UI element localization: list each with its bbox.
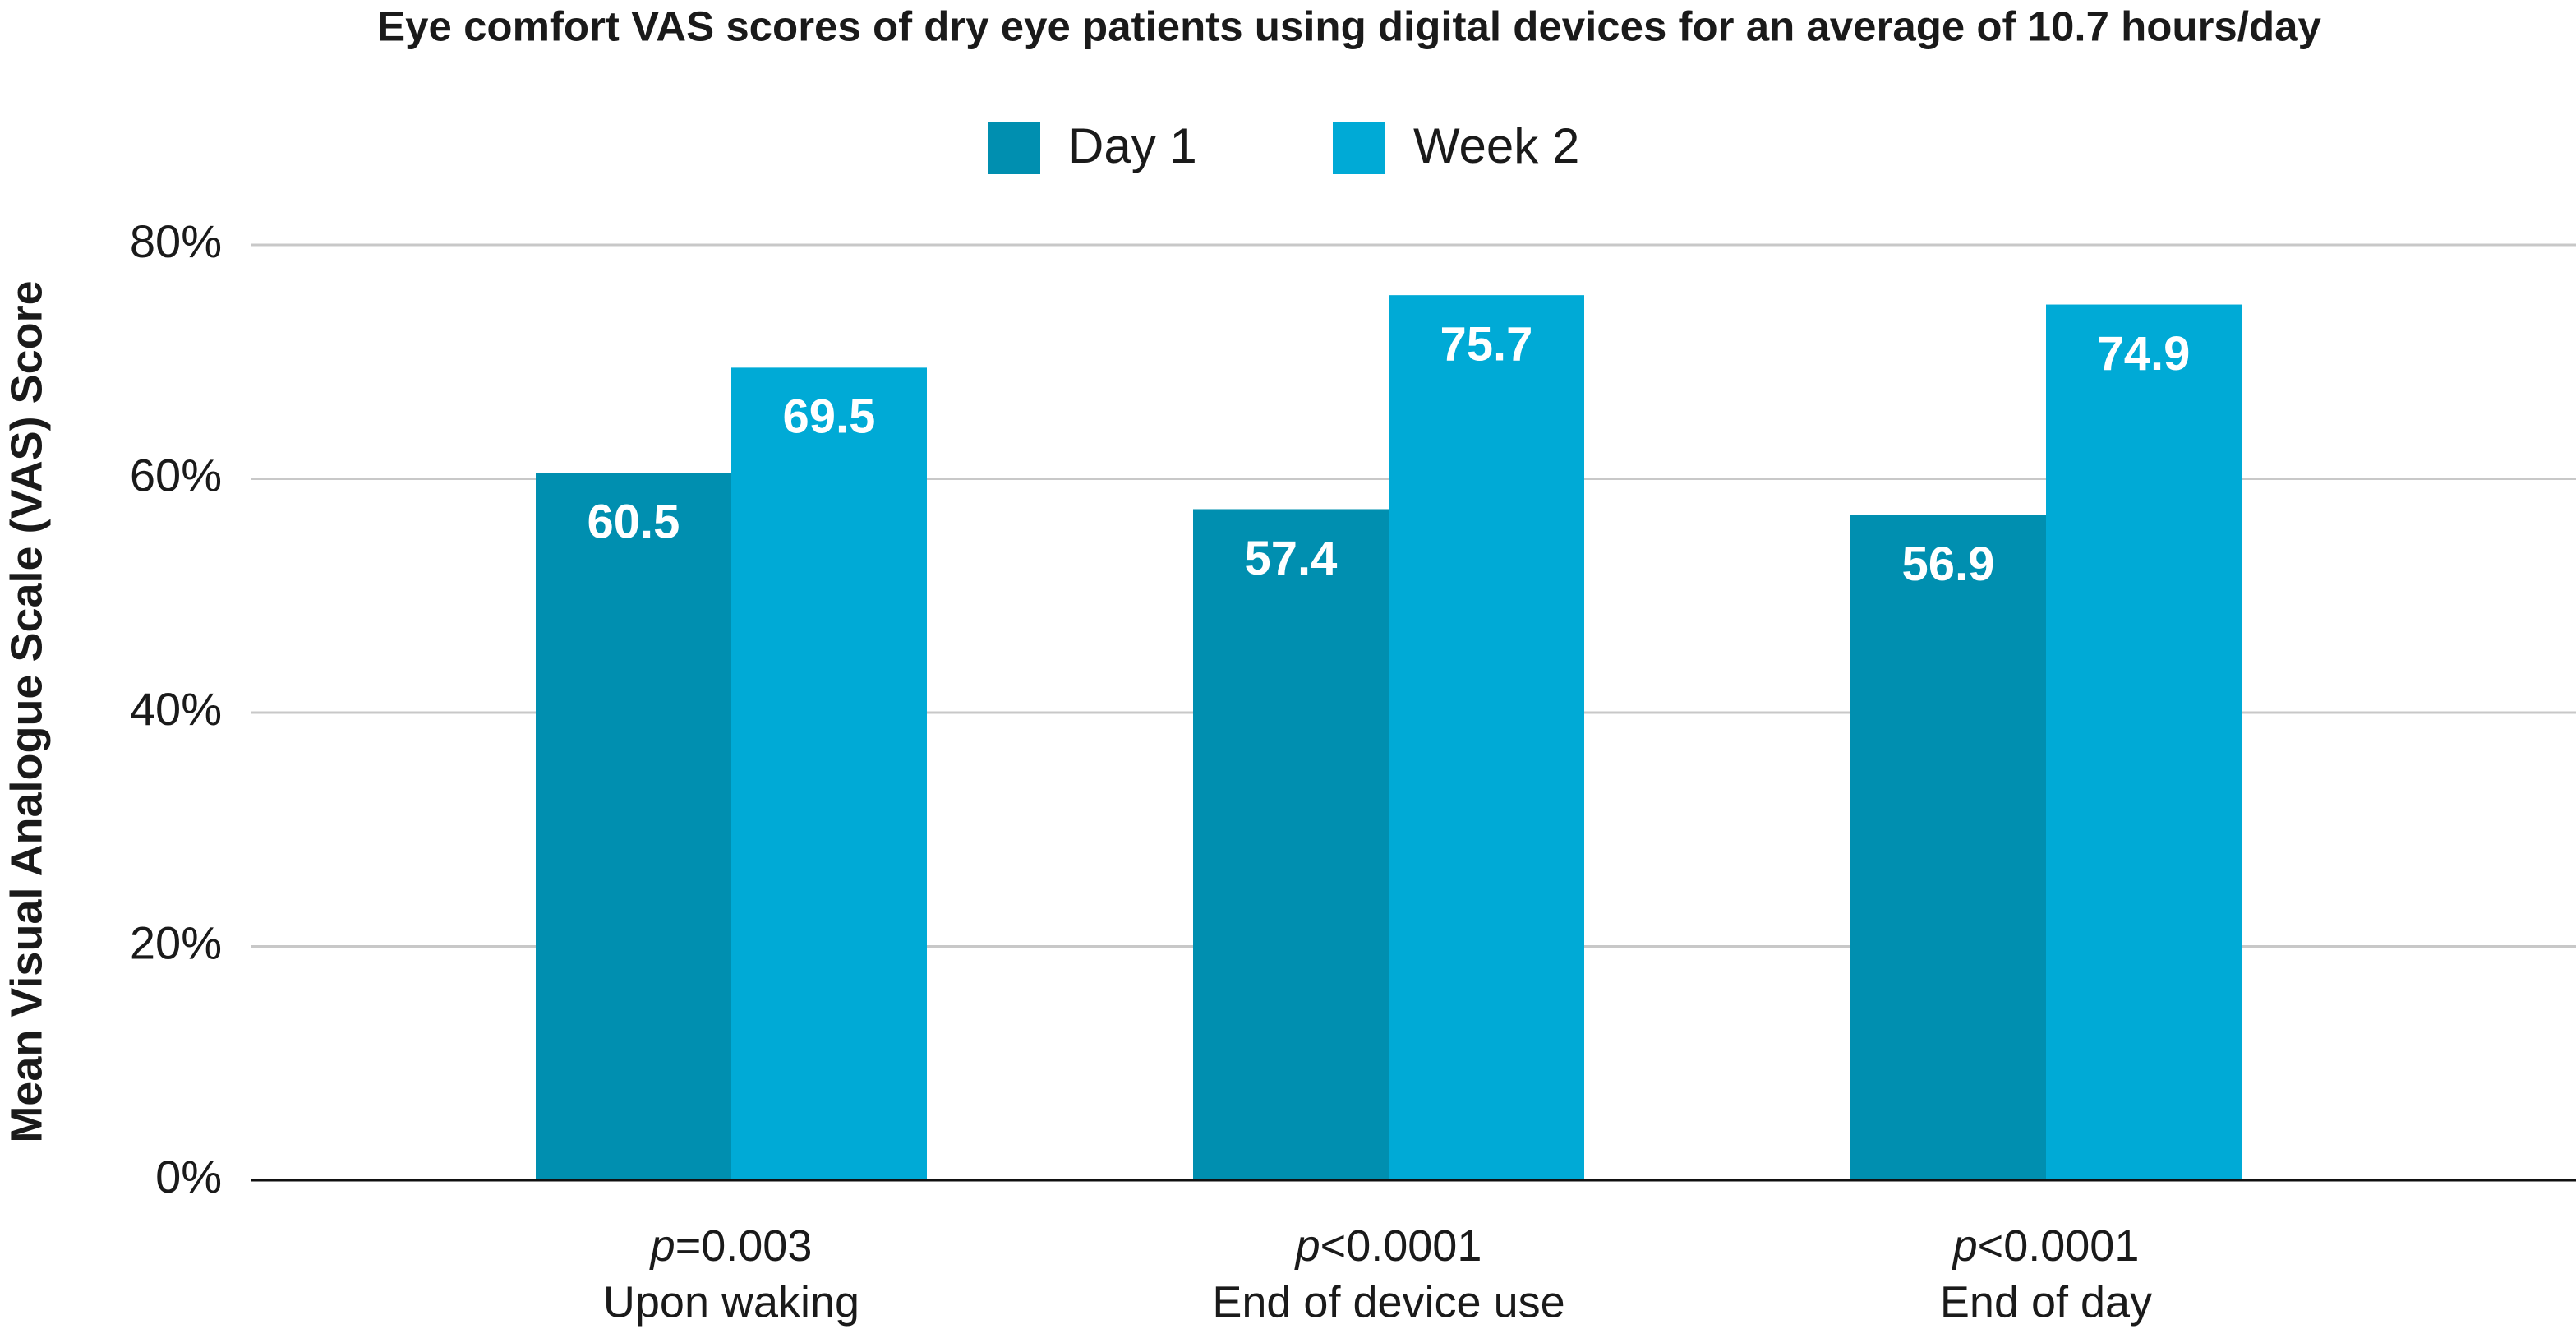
legend-label: Day 1 — [1068, 118, 1197, 173]
value-label: 60.5 — [588, 496, 680, 549]
y-tick-label: 60% — [130, 449, 222, 501]
value-label: 74.9 — [2098, 327, 2191, 381]
y-tick-label: 40% — [130, 683, 222, 735]
y-tick-label: 0% — [155, 1151, 222, 1202]
chart-title: Eye comfort VAS scores of dry eye patien… — [377, 2, 2321, 49]
bar — [2046, 304, 2242, 1180]
bar — [536, 473, 731, 1180]
x-tick-label: End of day — [1940, 1277, 2152, 1327]
legend-label: Week 2 — [1413, 118, 1579, 173]
y-axis-label: Mean Visual Analogue Scale (VAS) Score — [2, 280, 51, 1142]
value-label: 56.9 — [1902, 538, 1995, 591]
x-tick-label: End of device use — [1212, 1277, 1564, 1327]
x-tick-label: Upon waking — [603, 1277, 859, 1327]
p-value-label: p<0.0001 — [1952, 1221, 2140, 1271]
legend-swatch — [1333, 122, 1385, 174]
value-label: 69.5 — [783, 390, 876, 444]
y-tick-label: 20% — [130, 916, 222, 968]
value-label: 75.7 — [1440, 317, 1533, 371]
p-value-label: p=0.003 — [649, 1221, 813, 1271]
bar — [731, 367, 927, 1180]
bar — [1389, 295, 1584, 1181]
bar — [1850, 515, 2046, 1180]
legend-swatch — [988, 122, 1040, 174]
y-tick-label: 80% — [130, 215, 222, 267]
bar — [1193, 509, 1389, 1180]
value-label: 57.4 — [1245, 532, 1338, 585]
p-value-label: p<0.0001 — [1294, 1221, 1482, 1271]
